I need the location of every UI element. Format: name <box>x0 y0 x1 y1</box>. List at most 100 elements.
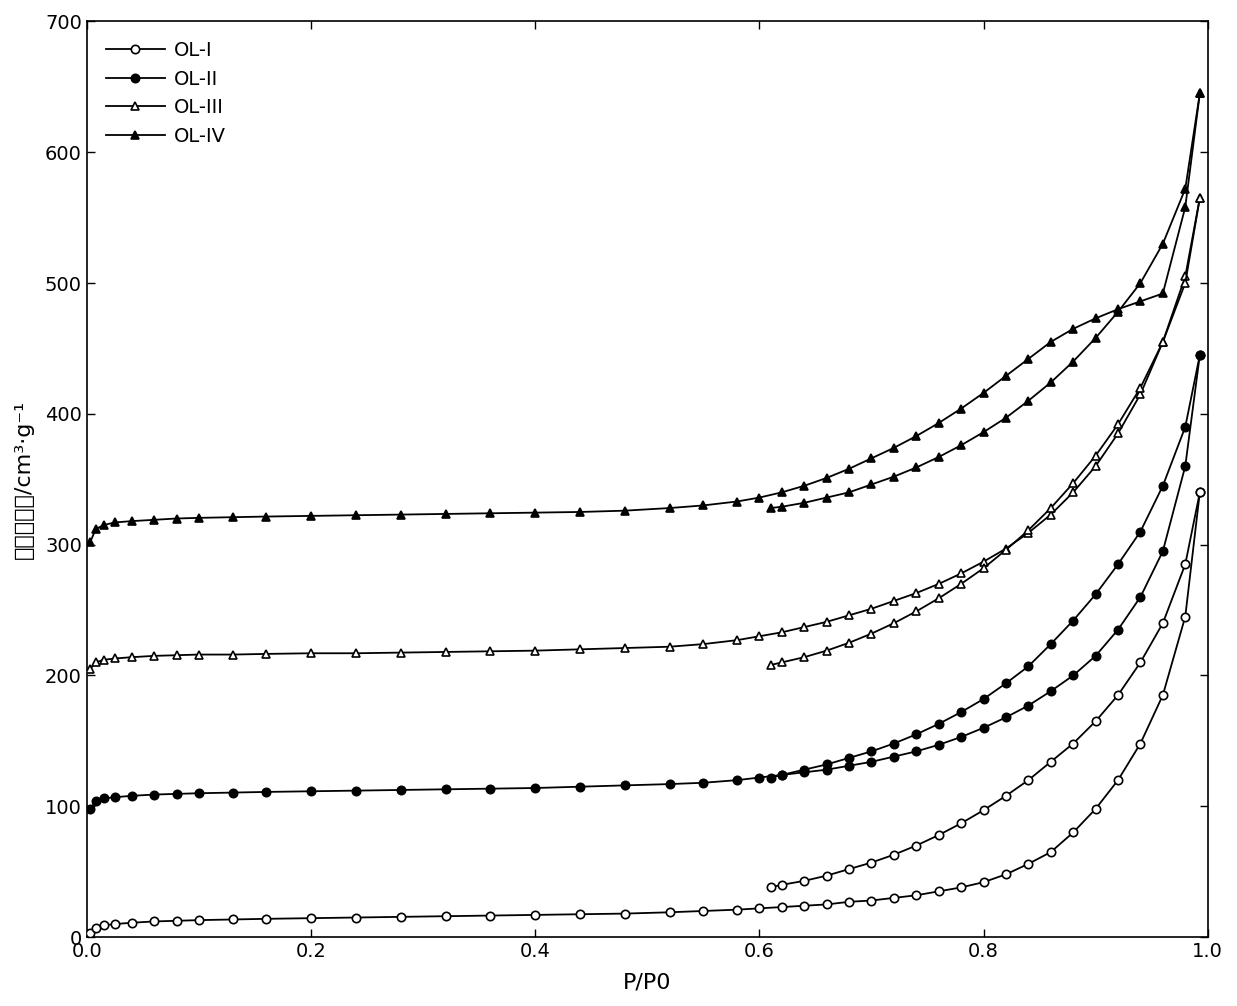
OL-I <box>909 889 924 901</box>
OL-I <box>1089 803 1103 815</box>
OL-IV <box>124 515 139 527</box>
OL-II <box>841 760 856 772</box>
OL-II <box>573 781 588 793</box>
OL-II <box>83 803 98 815</box>
OL-I <box>482 909 497 921</box>
OL-III <box>1021 527 1035 539</box>
OL-II <box>88 795 103 807</box>
OL-III <box>259 648 273 660</box>
OL-II <box>192 788 207 800</box>
OL-III <box>662 641 677 653</box>
OL-IV <box>1178 201 1192 213</box>
OL-IV <box>482 507 497 519</box>
OL-II <box>662 778 677 790</box>
OL-I <box>819 898 834 910</box>
OL-III <box>1178 271 1192 283</box>
Legend: OL-I, OL-II, OL-III, OL-IV: OL-I, OL-II, OL-III, OL-IV <box>96 31 236 156</box>
OL-II <box>259 786 273 798</box>
OL-III <box>1111 428 1126 440</box>
Line: OL-IV: OL-IV <box>87 90 1204 546</box>
OL-I <box>730 903 745 915</box>
OL-I <box>774 901 789 913</box>
OL-I <box>696 905 711 917</box>
OL-IV <box>1192 88 1207 100</box>
OL-III <box>147 650 162 662</box>
OL-IV <box>662 502 677 514</box>
OL-II <box>1178 460 1192 472</box>
OL-I <box>662 906 677 918</box>
OL-I <box>1021 858 1035 870</box>
OL-IV <box>954 402 969 414</box>
OL-IV <box>887 442 902 454</box>
OL-III <box>349 647 364 659</box>
OL-II <box>1089 650 1103 662</box>
OL-III <box>1066 486 1081 498</box>
OL-I <box>438 910 453 923</box>
OL-II <box>887 750 902 763</box>
OL-IV <box>976 387 991 399</box>
OL-IV <box>393 509 408 521</box>
OL-I <box>954 881 969 893</box>
OL-IV <box>1089 312 1103 324</box>
OL-II <box>730 775 745 787</box>
OL-I <box>863 894 878 906</box>
OL-I <box>752 902 767 914</box>
OL-IV <box>752 492 767 504</box>
OL-IV <box>797 480 811 492</box>
OL-IV <box>349 509 364 521</box>
OL-II <box>696 777 711 789</box>
OL-IV <box>617 505 632 517</box>
OL-III <box>303 647 318 659</box>
OL-IV <box>259 510 273 522</box>
OL-IV <box>774 486 789 498</box>
OL-III <box>482 645 497 657</box>
OL-III <box>931 577 946 590</box>
OL-IV <box>1066 323 1081 335</box>
OL-II <box>1192 349 1207 361</box>
OL-II <box>482 783 497 795</box>
OL-II <box>863 756 878 768</box>
OL-IV <box>88 523 103 535</box>
OL-I <box>998 868 1013 880</box>
OL-III <box>83 663 98 675</box>
OL-II <box>124 790 139 802</box>
OL-III <box>696 638 711 650</box>
OL-II <box>1155 545 1170 557</box>
OL-III <box>528 645 543 657</box>
OL-III <box>1089 460 1103 472</box>
OL-IV <box>1155 288 1170 300</box>
OL-I <box>1043 846 1058 858</box>
OL-I <box>617 907 632 919</box>
OL-I <box>887 892 902 904</box>
OL-III <box>192 649 207 661</box>
OL-I <box>349 911 364 924</box>
OL-III <box>774 627 789 639</box>
OL-II <box>774 769 789 781</box>
OL-I <box>192 914 207 927</box>
OL-IV <box>169 512 184 524</box>
OL-II <box>752 772 767 784</box>
Line: OL-II: OL-II <box>87 351 1204 813</box>
OL-II <box>303 786 318 798</box>
OL-II <box>1066 669 1081 681</box>
OL-II <box>393 784 408 796</box>
OL-I <box>225 913 240 926</box>
OL-II <box>617 780 632 792</box>
OL-II <box>931 738 946 750</box>
OL-III <box>1192 192 1207 204</box>
OL-III <box>841 610 856 622</box>
OL-II <box>349 785 364 797</box>
OL-I <box>573 908 588 920</box>
OL-IV <box>108 516 122 528</box>
OL-III <box>617 642 632 654</box>
OL-IV <box>998 370 1013 382</box>
OL-I <box>1178 611 1192 623</box>
OL-III <box>225 649 240 661</box>
OL-II <box>225 787 240 799</box>
OL-I <box>96 919 111 932</box>
OL-II <box>1043 685 1058 697</box>
OL-III <box>169 649 184 661</box>
OL-IV <box>1021 353 1035 365</box>
OL-IV <box>841 463 856 475</box>
OL-I <box>1133 737 1148 749</box>
